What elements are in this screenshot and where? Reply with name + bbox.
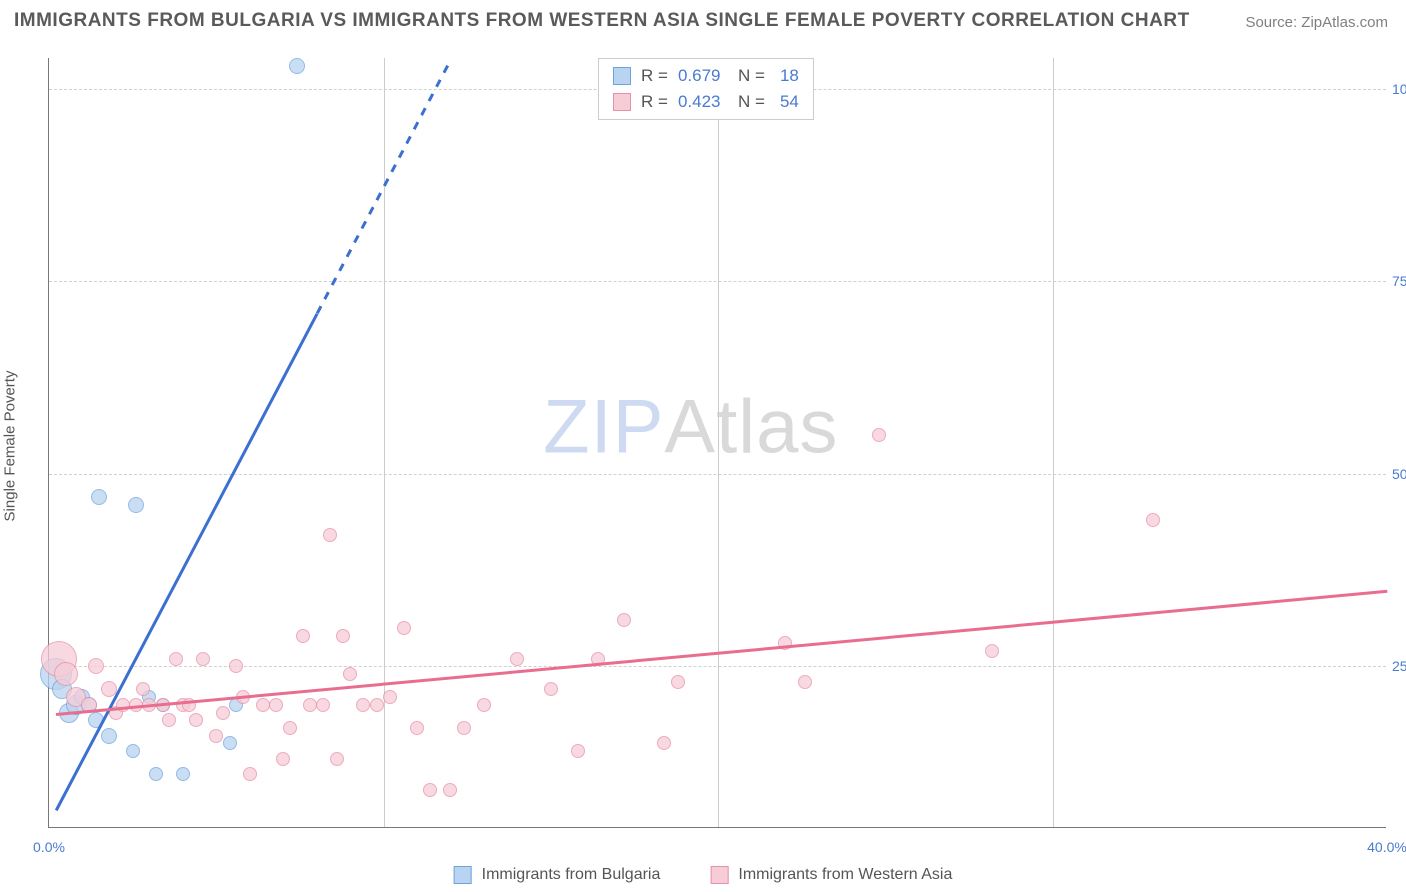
r-label: R = [641,63,668,89]
data-point-wasia [330,752,344,766]
data-point-bulgaria [176,767,190,781]
data-point-wasia [196,652,210,666]
data-point-bulgaria [101,728,117,744]
watermark: ZIPAtlas [543,384,838,471]
legend-swatch [710,866,728,884]
data-point-wasia [303,698,317,712]
y-axis-label: Single Female Poverty [2,371,19,522]
ytick-label: 25.0% [1386,658,1406,674]
data-point-bulgaria [149,767,163,781]
data-point-wasia [276,752,290,766]
data-point-wasia [798,675,812,689]
data-point-wasia [162,713,176,727]
data-point-wasia [544,682,558,696]
chart-title: IMMIGRANTS FROM BULGARIA VS IMMIGRANTS F… [14,10,1190,32]
ytick-label: 100.0% [1386,81,1406,97]
data-point-bulgaria [91,489,107,505]
data-point-wasia [316,698,330,712]
xtick-label: 0.0% [33,839,65,855]
data-point-wasia [397,621,411,635]
data-point-wasia [229,659,243,673]
n-label: N = [738,89,765,115]
data-point-wasia [443,783,457,797]
data-point-wasia [356,698,370,712]
data-point-bulgaria [128,497,144,513]
data-point-wasia [136,682,150,696]
n-value: 54 [775,89,799,115]
data-point-bulgaria [223,736,237,750]
data-point-wasia [256,698,270,712]
data-point-wasia [872,428,886,442]
scatter-plot: ZIPAtlas 25.0%50.0%75.0%100.0%0.0%40.0%R… [48,58,1386,828]
trend-line [55,313,318,811]
data-point-wasia [617,613,631,627]
ytick-label: 75.0% [1386,273,1406,289]
xtick-label: 40.0% [1367,839,1406,855]
data-point-wasia [370,698,384,712]
data-point-wasia [510,652,524,666]
data-point-wasia [336,629,350,643]
data-point-wasia [189,713,203,727]
r-value: 0.423 [678,89,728,115]
data-point-wasia [243,767,257,781]
data-point-wasia [169,652,183,666]
data-point-wasia [657,736,671,750]
legend-label: Immigrants from Bulgaria [482,866,661,884]
stats-box: R = 0.679 N = 18 R = 0.423 N = 54 [598,58,814,120]
data-point-wasia [88,658,104,674]
trend-line [56,589,1388,715]
data-point-wasia [216,706,230,720]
data-point-wasia [985,644,999,658]
data-point-wasia [283,721,297,735]
data-point-wasia [383,690,397,704]
data-point-wasia [410,721,424,735]
data-point-wasia [323,528,337,542]
data-point-wasia [457,721,471,735]
data-point-bulgaria [126,744,140,758]
gridline-v [384,58,385,827]
legend-item-wasia: Immigrants from Western Asia [710,866,952,884]
data-point-wasia [209,729,223,743]
data-point-wasia [671,675,685,689]
source-label: Source: ZipAtlas.com [1245,14,1388,31]
legend-swatch [613,93,631,111]
data-point-bulgaria [289,58,305,74]
data-point-wasia [423,783,437,797]
stats-row-wasia: R = 0.423 N = 54 [613,89,799,115]
legend-label: Immigrants from Western Asia [738,866,952,884]
data-point-wasia [296,629,310,643]
bottom-legend: Immigrants from Bulgaria Immigrants from … [454,866,953,884]
legend-swatch [454,866,472,884]
legend-swatch [613,67,631,85]
gridline-v [718,58,719,827]
ytick-label: 50.0% [1386,466,1406,482]
r-label: R = [641,89,668,115]
n-label: N = [738,63,765,89]
stats-row-bulgaria: R = 0.679 N = 18 [613,63,799,89]
n-value: 18 [775,63,799,89]
data-point-wasia [343,667,357,681]
legend-item-bulgaria: Immigrants from Bulgaria [454,866,661,884]
data-point-wasia [571,744,585,758]
data-point-wasia [54,662,78,686]
gridline-v [1053,58,1054,827]
r-value: 0.679 [678,63,728,89]
data-point-wasia [269,698,283,712]
data-point-wasia [477,698,491,712]
data-point-wasia [1146,513,1160,527]
